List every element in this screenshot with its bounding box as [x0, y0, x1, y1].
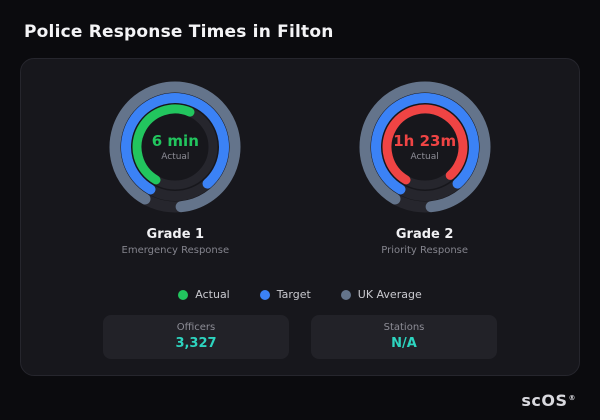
grade-2-label: Grade 2	[395, 227, 454, 242]
stats-row: Officers 3,327 Stations N/A	[41, 315, 559, 361]
grade-2-rings-svg	[359, 81, 491, 213]
gauge-grade-1: 6 min Actual Grade 1 Emergency Response	[60, 75, 290, 280]
legend: Actual Target UK Average	[41, 288, 559, 301]
registered-trademark-icon: ®	[568, 393, 576, 402]
stat-officers: Officers 3,327	[103, 315, 289, 359]
grade-1-ring-chart: 6 min Actual	[103, 75, 247, 219]
legend-dot-uk-average	[340, 289, 351, 300]
stat-officers-value: 3,327	[175, 336, 217, 351]
dashboard-card: 6 min Actual Grade 1 Emergency Response …	[20, 58, 580, 376]
gauge-grade-2: 1h 23m Actual Grade 2 Priority Response	[310, 75, 540, 280]
gauge-row: 6 min Actual Grade 1 Emergency Response …	[41, 75, 559, 280]
legend-label-uk-average: UK Average	[357, 288, 422, 301]
page-title: Police Response Times in Filton	[24, 22, 334, 42]
legend-item-uk-average[interactable]: UK Average	[340, 288, 422, 301]
legend-item-target[interactable]: Target	[259, 288, 311, 301]
grade-1-rings-svg	[109, 81, 241, 213]
grade-1-sublabel: Emergency Response	[121, 245, 230, 256]
grade-2-sublabel: Priority Response	[381, 245, 469, 256]
stat-stations: Stations N/A	[311, 315, 497, 359]
legend-dot-actual	[178, 289, 189, 300]
legend-label-target: Target	[276, 288, 311, 301]
grade-1-label: Grade 1	[146, 227, 205, 242]
grade-2-ring-chart: 1h 23m Actual	[353, 75, 497, 219]
stat-officers-label: Officers	[176, 322, 216, 333]
legend-label-actual: Actual	[195, 288, 230, 301]
legend-item-actual[interactable]: Actual	[178, 288, 230, 301]
scos-logo-text: scOS	[521, 391, 568, 410]
scos-logo: scOS®	[521, 391, 576, 410]
stat-stations-label: Stations	[383, 322, 425, 333]
stat-stations-value: N/A	[391, 336, 417, 351]
legend-dot-target	[259, 289, 270, 300]
